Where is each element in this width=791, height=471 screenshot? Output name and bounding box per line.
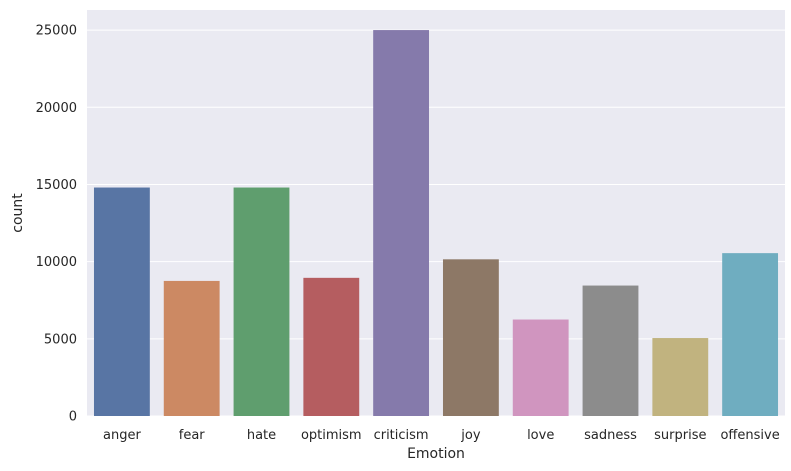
y-tick-label: 10000 bbox=[36, 255, 77, 270]
bar-surprise bbox=[652, 338, 709, 416]
x-tick-label-criticism: criticism bbox=[374, 428, 429, 443]
bar-criticism bbox=[373, 30, 430, 416]
y-tick-label: 15000 bbox=[36, 178, 77, 193]
x-tick-label-optimism: optimism bbox=[301, 428, 362, 443]
bar-love bbox=[512, 319, 569, 416]
bar-anger bbox=[93, 187, 150, 416]
x-tick-label-hate: hate bbox=[247, 428, 276, 443]
x-axis-label: Emotion bbox=[407, 446, 465, 462]
y-tick-label: 20000 bbox=[36, 101, 77, 116]
y-axis-label: count bbox=[10, 193, 26, 233]
bar-sadness bbox=[582, 285, 639, 416]
x-tick-label-sadness: sadness bbox=[584, 428, 637, 443]
x-tick-labels: anger fear hate optimism criticism joy love sad… bbox=[103, 428, 780, 443]
bar-offensive bbox=[722, 253, 779, 416]
bar-joy bbox=[442, 259, 499, 416]
x-tick-label-offensive: offensive bbox=[720, 428, 779, 443]
x-tick-label-fear: fear bbox=[179, 428, 206, 443]
x-tick-label-anger: anger bbox=[103, 428, 141, 443]
y-tick-label: 0 bbox=[69, 410, 77, 425]
x-tick-label-love: love bbox=[527, 428, 554, 443]
bars bbox=[93, 30, 779, 416]
y-tick-label: 5000 bbox=[44, 332, 77, 347]
x-tick-label-surprise: surprise bbox=[654, 428, 706, 443]
bar-fear bbox=[163, 280, 220, 416]
x-tick-label-joy: joy bbox=[460, 428, 481, 443]
bar-optimism bbox=[303, 277, 360, 416]
y-tick-labels: 0 5000 10000 15000 20000 25000 bbox=[36, 24, 77, 425]
bar-hate bbox=[233, 187, 290, 416]
y-tick-label: 25000 bbox=[36, 24, 77, 39]
